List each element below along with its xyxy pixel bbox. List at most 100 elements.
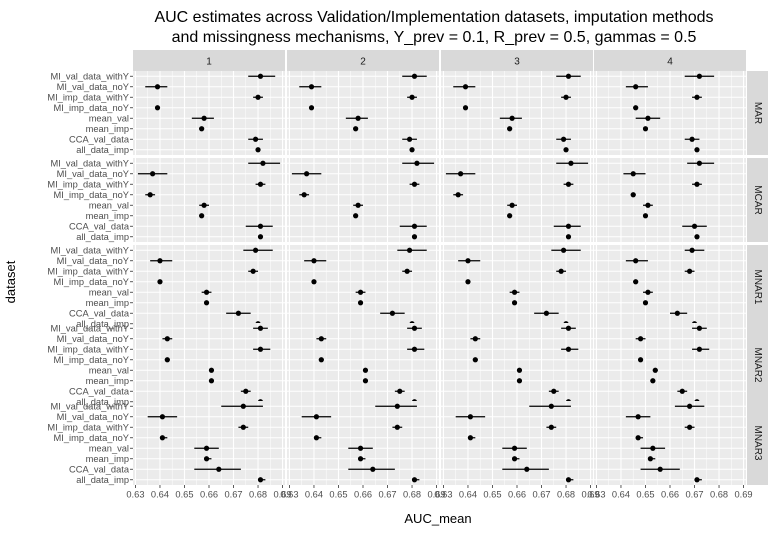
data-point <box>696 346 703 352</box>
y-tick-label: MI_val_data_noY <box>57 82 129 92</box>
data-point <box>240 424 246 430</box>
column-strip <box>133 50 285 71</box>
data-point <box>642 126 649 132</box>
x-tick-label: 0.64 <box>612 490 630 500</box>
column-strip <box>441 50 593 71</box>
data-point <box>409 94 415 100</box>
data-point <box>304 171 310 177</box>
data-point <box>696 325 703 331</box>
data-point <box>252 247 259 253</box>
data-point <box>235 310 242 316</box>
data-point <box>565 223 572 229</box>
data-point <box>509 115 515 121</box>
data-point <box>257 73 264 79</box>
data-point <box>633 258 639 264</box>
y-tick-label: CCA_val_data <box>69 465 130 475</box>
y-tick-label: all_data_imp <box>76 475 129 485</box>
data-point <box>679 388 685 394</box>
data-point <box>357 456 364 462</box>
data-point <box>511 289 518 295</box>
data-point <box>650 378 656 384</box>
row-strip <box>747 323 768 407</box>
x-tick-label: 0.65 <box>175 490 193 500</box>
data-point <box>560 247 567 253</box>
x-tick-label: 0.69 <box>427 490 445 500</box>
data-point <box>199 126 205 132</box>
data-point <box>694 147 700 153</box>
data-point <box>645 202 651 208</box>
y-tick-label: all_data_imp <box>76 397 129 407</box>
data-point <box>411 223 418 229</box>
data-point <box>260 160 266 166</box>
data-point <box>157 279 163 285</box>
data-point <box>694 477 700 483</box>
data-point <box>159 435 166 441</box>
data-point <box>394 403 400 409</box>
data-point <box>633 279 639 285</box>
data-point <box>257 181 264 187</box>
data-point <box>313 414 320 420</box>
data-point <box>472 336 478 342</box>
x-tick-label: 0.67 <box>224 490 242 500</box>
data-point <box>411 181 418 187</box>
row-strip <box>747 401 768 485</box>
data-point <box>689 247 695 253</box>
x-tick-label: 0.67 <box>378 490 396 500</box>
row-strip-label: MAR <box>752 102 763 124</box>
data-point <box>257 346 264 352</box>
data-point <box>362 367 369 373</box>
data-point <box>203 456 210 462</box>
y-tick-label: mean_val <box>89 288 129 298</box>
data-point <box>467 414 474 420</box>
data-point <box>458 171 464 177</box>
data-point <box>511 456 518 462</box>
y-tick-label: MI_imp_data_withY <box>47 345 129 355</box>
data-point <box>507 213 513 219</box>
data-point <box>696 73 703 79</box>
data-point <box>411 325 418 331</box>
data-point <box>558 268 564 274</box>
x-tick-label: 0.69 <box>581 490 599 500</box>
data-point <box>243 388 249 394</box>
y-tick-label: MI_imp_data_withY <box>47 423 129 433</box>
data-point <box>548 424 554 430</box>
data-point <box>311 279 317 285</box>
y-tick-label: all_data_imp <box>76 145 129 155</box>
x-tick-label: 0.66 <box>354 490 372 500</box>
x-tick-label: 0.64 <box>459 490 477 500</box>
x-tick-label: 0.65 <box>483 490 501 500</box>
data-point <box>637 357 644 363</box>
data-point <box>353 213 359 219</box>
column-strip-label: 3 <box>514 57 520 68</box>
y-tick-label: MI_imp_data_noY <box>54 103 129 113</box>
column-strip <box>594 50 746 71</box>
data-point <box>645 289 651 295</box>
y-tick-label: MI_val_data_noY <box>57 334 129 344</box>
data-point <box>637 336 644 342</box>
data-point <box>455 192 461 198</box>
x-tick-label: 0.65 <box>636 490 654 500</box>
data-point <box>516 378 523 384</box>
data-point <box>687 424 693 430</box>
data-point <box>642 300 649 306</box>
y-tick-label: MI_val_data_noY <box>57 256 129 266</box>
data-point <box>355 115 361 121</box>
data-point <box>203 445 210 451</box>
y-tick-label: CCA_val_data <box>69 387 130 397</box>
x-tick-label: 0.65 <box>329 490 347 500</box>
column-strip-label: 2 <box>360 57 366 68</box>
data-point <box>150 171 156 177</box>
data-point <box>687 268 693 274</box>
data-point <box>642 213 649 219</box>
data-point <box>694 181 700 187</box>
data-point <box>318 336 324 342</box>
y-tick-label: MI_imp_data_noY <box>54 190 129 200</box>
data-point <box>157 258 163 264</box>
x-tick-label: 0.63 <box>587 490 605 500</box>
data-point <box>257 223 264 229</box>
y-tick-label: MI_val_data_noY <box>57 412 129 422</box>
data-point <box>164 357 170 363</box>
chart-title: AUC estimates across Validation/Implemen… <box>154 9 713 26</box>
data-point <box>565 181 572 187</box>
y-tick-label: CCA_val_data <box>69 309 130 319</box>
